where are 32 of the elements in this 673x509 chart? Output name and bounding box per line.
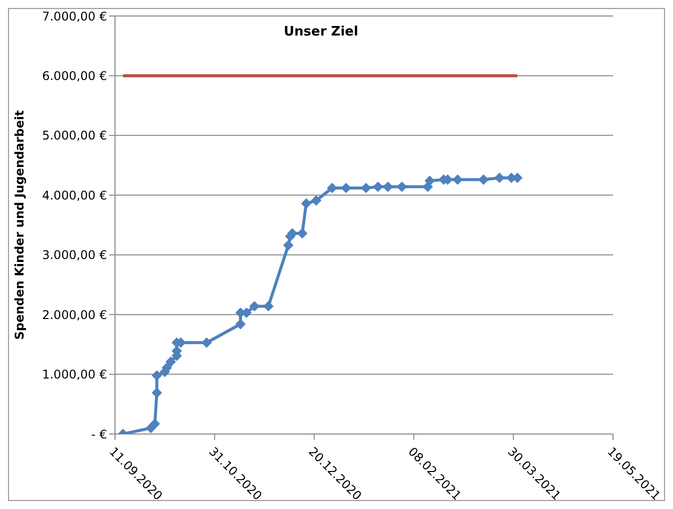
point [360, 182, 371, 193]
y-tick-label: 1.000,00 € [42, 368, 107, 382]
point [478, 174, 489, 185]
point [235, 319, 246, 330]
point [150, 418, 160, 429]
point [166, 356, 176, 367]
point [372, 182, 383, 192]
y-tick-label: 2.000,00 € [42, 308, 107, 322]
y-tick-label: 7.000,00 € [42, 9, 107, 24]
point [297, 228, 308, 238]
point [311, 196, 322, 206]
point [152, 388, 162, 398]
y-tick-label: 4.000,00 € [42, 188, 107, 202]
point [301, 198, 312, 209]
y-tick-label: 6.000,00 € [42, 68, 107, 83]
y-tick-label: 5.000,00 € [42, 128, 107, 143]
y-tick-label: - € [91, 427, 107, 442]
point [283, 240, 294, 250]
point [327, 182, 338, 193]
point [152, 370, 162, 380]
point [263, 301, 274, 312]
point [341, 182, 352, 193]
point [396, 182, 407, 192]
point [249, 301, 260, 312]
point [452, 174, 463, 185]
point [424, 176, 435, 186]
point [202, 338, 212, 348]
y-tick-label: 3.000,00 € [42, 248, 107, 262]
point [494, 172, 504, 183]
point [382, 182, 393, 192]
text: Unser Ziel [284, 24, 358, 40]
y-axis-title: Spenden Kinder und Jugendarbeit [12, 110, 26, 340]
